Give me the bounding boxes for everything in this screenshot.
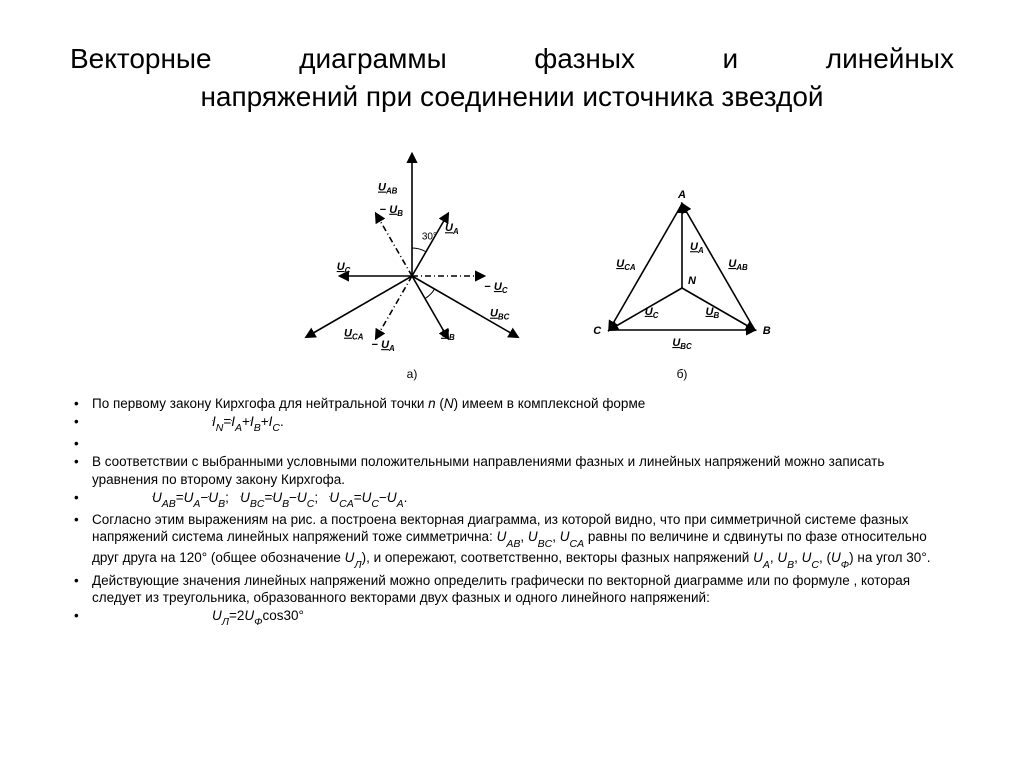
svg-text:UB: UB: [441, 327, 455, 341]
svg-text:− UC: − UC: [484, 281, 507, 295]
vector-diagram: UA UB UC UAB UBC UCA − UA − UB − UC 30° a) A B C N UAB U…: [70, 126, 954, 391]
bullet-7: UЛ=2UФcos30°: [70, 607, 954, 628]
bullet-2: IN=IA+IB+IC.: [70, 413, 954, 434]
svg-text:− UB: − UB: [380, 203, 403, 217]
svg-text:UBC: UBC: [672, 337, 692, 351]
svg-text:A: A: [677, 189, 686, 201]
svg-text:UA: UA: [445, 222, 459, 236]
slide-title: Векторные диаграммы фазных и линейных на…: [70, 40, 954, 116]
svg-text:− UA: − UA: [372, 339, 395, 353]
bullet-4: UAB=UA−UB; UBC=UB−UC; UCA=UC−UA.: [70, 489, 954, 510]
svg-text:б): б): [677, 367, 688, 381]
bullet-6: Действующие значения линейных напряжений…: [70, 572, 954, 607]
svg-text:UAB: UAB: [378, 181, 398, 195]
title-line-2: напряжений при соединении источника звез…: [70, 78, 954, 116]
svg-text:UCA: UCA: [344, 327, 364, 341]
svg-text:a): a): [407, 367, 418, 381]
svg-text:B: B: [763, 325, 771, 337]
bullet-3: В соответствии с выбранными условными по…: [70, 453, 954, 488]
svg-text:UA: UA: [690, 241, 704, 255]
svg-text:30°: 30°: [422, 231, 437, 242]
svg-text:N: N: [688, 275, 697, 287]
svg-text:UCA: UCA: [616, 258, 636, 272]
svg-text:C: C: [593, 325, 602, 337]
bullet-1: По первому закону Кирхгофа для нейтральн…: [70, 395, 954, 412]
svg-text:UAB: UAB: [728, 258, 748, 272]
svg-text:UC: UC: [645, 305, 659, 319]
bullet-list: По первому закону Кирхгофа для нейтральн…: [70, 395, 954, 629]
svg-text:UBC: UBC: [490, 307, 510, 321]
title-line-1: Векторные диаграммы фазных и линейных: [70, 40, 954, 78]
bullet-5: Согласно этим выражениям на рис. а постр…: [70, 511, 954, 571]
svg-text:UC: UC: [337, 261, 351, 275]
bullet-empty: [70, 435, 954, 452]
